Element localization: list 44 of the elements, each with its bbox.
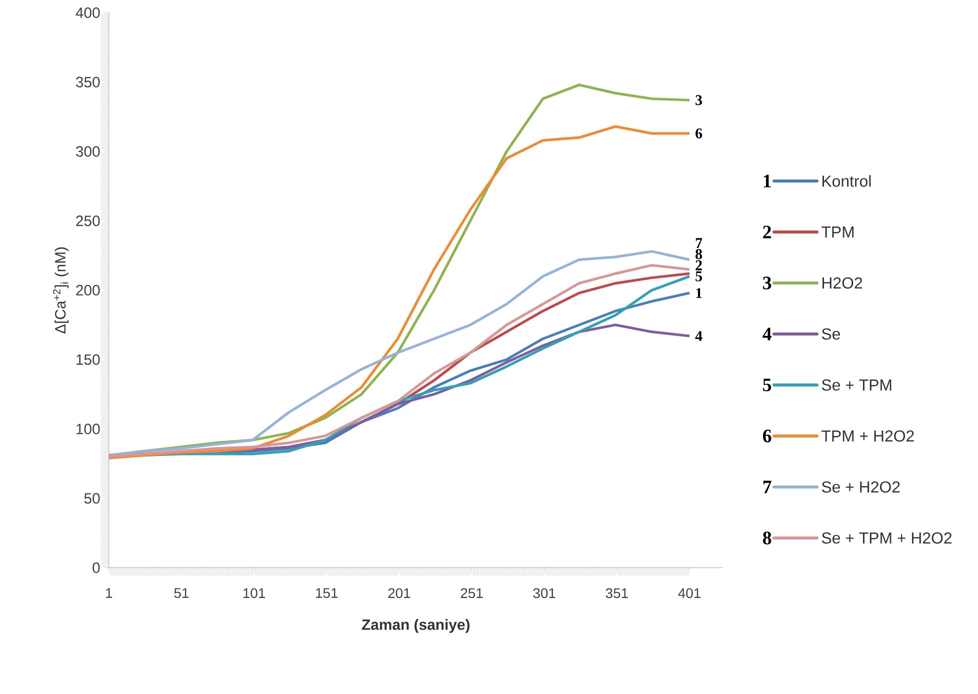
annotation: 8 xyxy=(696,249,702,260)
text: 8 xyxy=(762,532,772,544)
annotation: 7 xyxy=(696,238,702,248)
text: 1 xyxy=(764,174,771,188)
text: 4 xyxy=(762,328,772,340)
annotation: 6 xyxy=(696,128,702,138)
legend-label: Se xyxy=(822,328,840,340)
x-tick-label: 401 xyxy=(678,588,700,598)
annotation: 3 xyxy=(696,95,702,106)
y-tick-label: 200 xyxy=(76,284,100,296)
legend-label: TPM xyxy=(822,226,854,238)
y-tick-label: 100 xyxy=(76,424,100,434)
text: 3 xyxy=(763,276,772,290)
y-tick-label: 300 xyxy=(76,146,100,157)
annotation: 4 xyxy=(695,331,702,341)
x-tick-label: 201 xyxy=(388,588,410,598)
legend-label: H2O2 xyxy=(822,277,862,289)
annotation: 2 xyxy=(696,260,702,270)
legend-label: Kontrol xyxy=(822,175,871,187)
x-tick-label: 1 xyxy=(106,588,112,598)
x-tick-label: 51 xyxy=(174,588,189,598)
legend-label: Se + TPM xyxy=(822,379,892,391)
y-axis-title: Δ[Ca$^{+2}$]$_{i}$ (nM) xyxy=(52,247,69,334)
text: 7 xyxy=(763,480,772,494)
annotation: 1 xyxy=(696,288,702,298)
y-tick-label: 0 xyxy=(92,562,100,574)
y-tick-label: 150 xyxy=(76,354,100,365)
text: 5 xyxy=(763,378,772,392)
text: 2 xyxy=(763,226,771,238)
y-tick-label: 250 xyxy=(76,216,100,226)
legend-label: Se + TPM + H2O2 xyxy=(822,532,952,544)
x-tick-label: 101 xyxy=(243,588,265,598)
y-tick-label: 400 xyxy=(76,7,100,18)
legend-label: Se + H2O2 xyxy=(822,481,900,493)
x-tick-label: 251 xyxy=(460,588,483,598)
annotation: 5 xyxy=(696,271,702,282)
y-tick-label: 350 xyxy=(76,76,100,88)
text: 6 xyxy=(762,430,772,442)
x-tick-label: 301 xyxy=(533,588,556,598)
x-tick-label: 351 xyxy=(606,588,628,598)
y-tick-label: 50 xyxy=(84,493,100,504)
legend-label: TPM + H2O2 xyxy=(822,430,914,442)
x-axis-title: Zaman (saniye) xyxy=(362,618,470,633)
x-tick-label: 151 xyxy=(316,588,338,598)
